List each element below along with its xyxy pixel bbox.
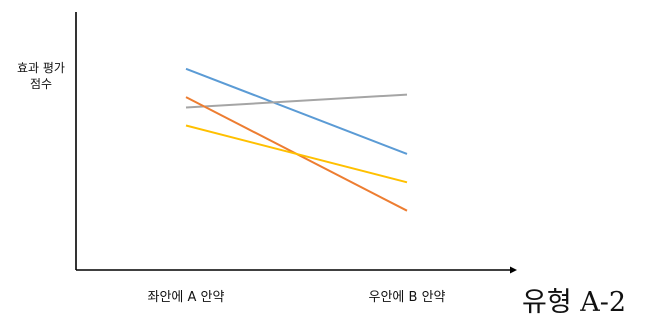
x-tick-label-right: 우안에 B 안약	[368, 290, 446, 305]
series-layer	[185, 67, 408, 212]
y-axis-label: 효과 평가 점수	[17, 61, 65, 91]
figure-caption: 유형 A-2	[522, 287, 627, 318]
x-axis-arrow	[510, 266, 517, 274]
series-line-1	[185, 67, 408, 155]
series-line-2	[185, 93, 408, 109]
series-line-4	[185, 124, 408, 184]
x-tick-label-left: 좌안에 A 안약	[147, 290, 225, 305]
